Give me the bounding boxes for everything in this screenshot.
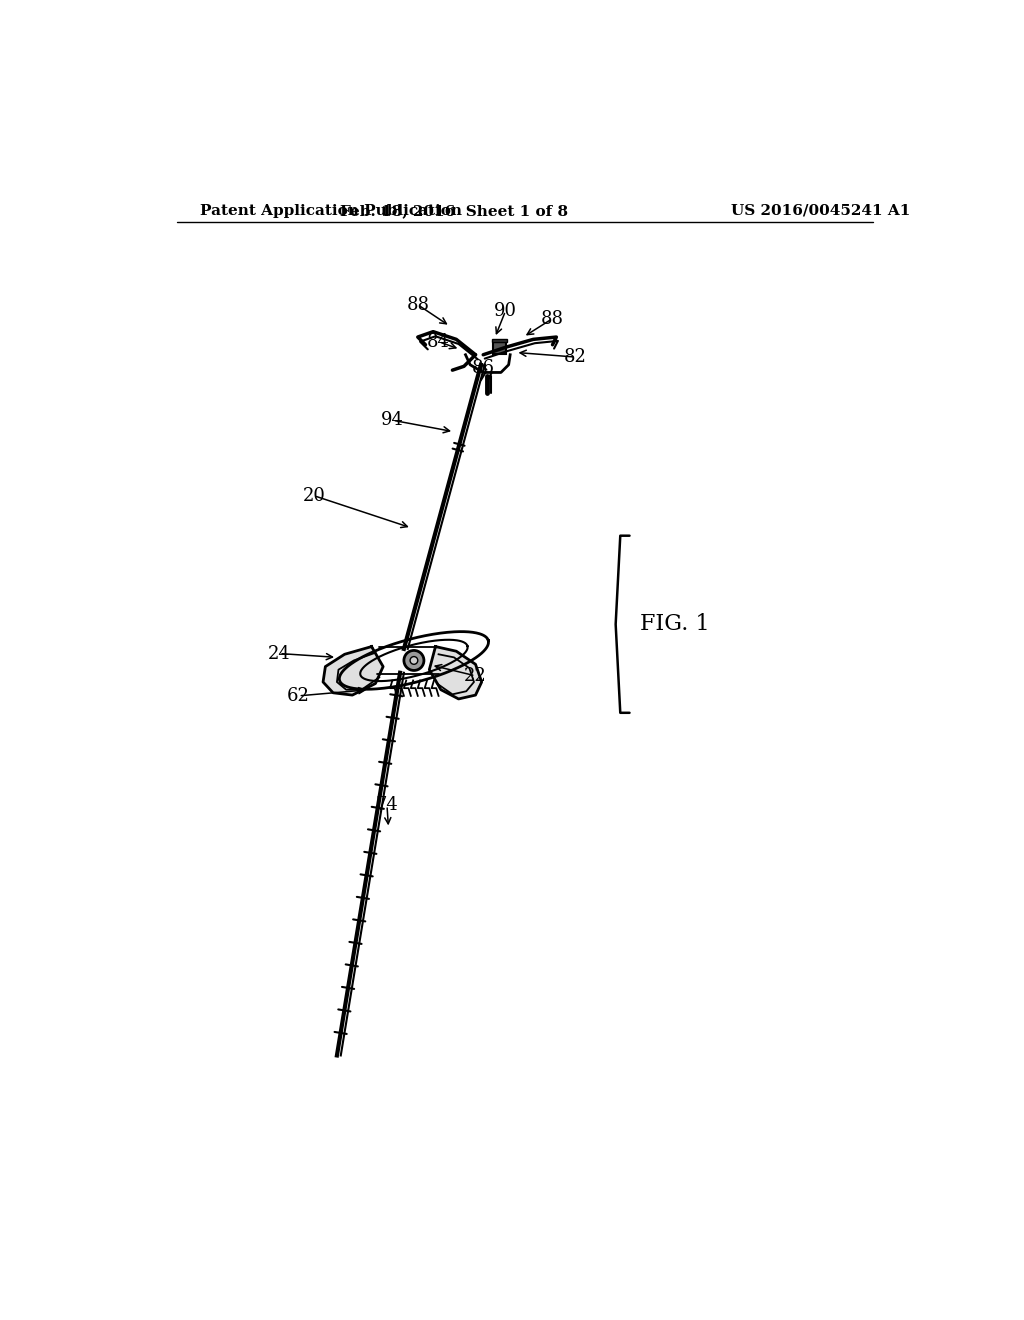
Circle shape	[403, 651, 424, 671]
Text: 94: 94	[381, 412, 403, 429]
Text: 88: 88	[541, 310, 564, 327]
Polygon shape	[429, 647, 481, 700]
Text: 24: 24	[268, 644, 291, 663]
Text: 22: 22	[464, 667, 486, 685]
Text: 62: 62	[287, 686, 310, 705]
Text: 20: 20	[302, 487, 326, 504]
Circle shape	[410, 656, 418, 664]
Bar	[492, 339, 507, 342]
Text: 84: 84	[427, 333, 450, 351]
Polygon shape	[323, 647, 383, 696]
Text: Patent Application Publication: Patent Application Publication	[200, 203, 462, 218]
Text: US 2016/0045241 A1: US 2016/0045241 A1	[731, 203, 910, 218]
Text: FIG. 1: FIG. 1	[640, 614, 710, 635]
Text: Feb. 18, 2016  Sheet 1 of 8: Feb. 18, 2016 Sheet 1 of 8	[340, 203, 568, 218]
Text: 90: 90	[494, 302, 517, 319]
Text: 86: 86	[472, 359, 495, 376]
Bar	[494, 342, 506, 354]
Text: 74: 74	[376, 796, 398, 814]
Text: 82: 82	[564, 348, 587, 366]
Text: 88: 88	[407, 296, 429, 314]
